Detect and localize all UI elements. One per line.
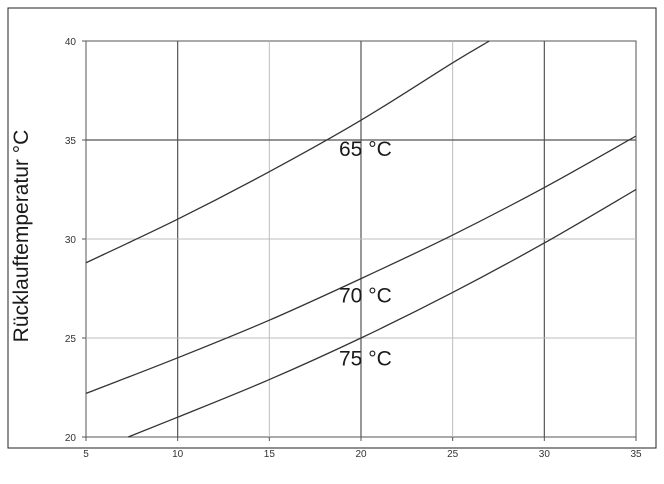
y-tick-label: 20 bbox=[65, 433, 77, 444]
series-label-1: 65 °C bbox=[339, 138, 392, 161]
x-tick-label: 20 bbox=[355, 449, 367, 460]
y-tick-label: 40 bbox=[65, 37, 77, 48]
y-tick-label: 25 bbox=[65, 334, 77, 345]
series-labels: 65 °C 70 °C 75 °C bbox=[339, 138, 392, 371]
x-tick-label: 25 bbox=[447, 449, 459, 460]
series-label-3: 75 °C bbox=[339, 348, 392, 371]
x-tick-label: 5 bbox=[83, 449, 89, 460]
outer-border bbox=[7, 7, 657, 449]
x-tick-label: 30 bbox=[539, 449, 551, 460]
y-axis-label: Rücklauftemperatur °C bbox=[10, 129, 33, 343]
y-tick-label: 35 bbox=[65, 136, 77, 147]
series-line-1 bbox=[85, 40, 490, 264]
series-lines bbox=[85, 40, 637, 438]
x-tick-label: 10 bbox=[172, 449, 184, 460]
series-line-2 bbox=[85, 135, 637, 395]
grid-lines bbox=[82, 40, 637, 441]
x-tick-label: 35 bbox=[630, 449, 642, 460]
tick-labels: 5 10 15 20 25 30 35 20 25 30 35 40 bbox=[65, 37, 642, 460]
x-tick-label: 15 bbox=[264, 449, 276, 460]
series-line-3 bbox=[127, 188, 637, 438]
y-tick-label: 30 bbox=[65, 235, 77, 246]
series-label-2: 70 °C bbox=[339, 284, 392, 307]
